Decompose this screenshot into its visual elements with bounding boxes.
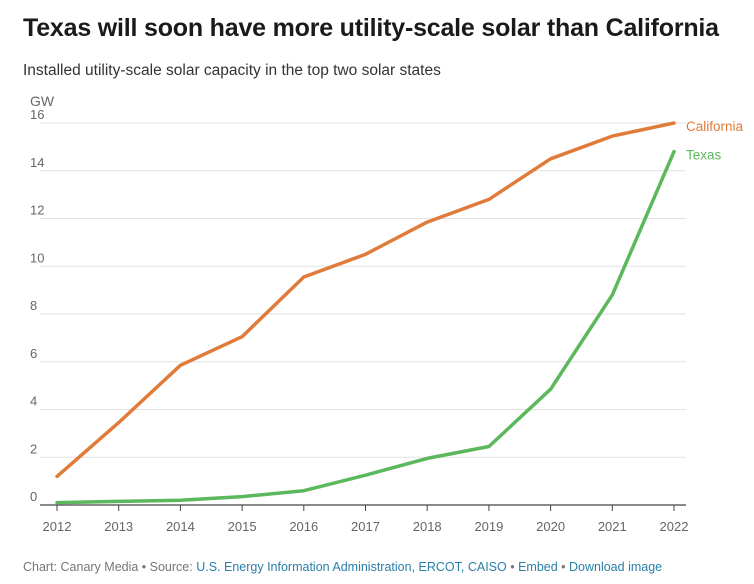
series-line-california bbox=[55, 121, 676, 479]
x-tick-label: 2019 bbox=[474, 519, 503, 534]
y-tick-label: 8 bbox=[30, 298, 37, 313]
source-link[interactable]: U.S. Energy Information Administration, … bbox=[196, 560, 507, 574]
y-tick-label: 16 bbox=[30, 107, 44, 122]
series-line-texas bbox=[55, 149, 676, 505]
series-label-california: California bbox=[686, 119, 744, 134]
x-tick-label: 2018 bbox=[413, 519, 442, 534]
series-label-texas: Texas bbox=[686, 148, 722, 163]
x-tick-label: 2013 bbox=[104, 519, 133, 534]
x-axis-ticks: 2012 2013 2014 2015 2016 2017 2018 2019 2020 2021… bbox=[43, 505, 689, 534]
y-tick-label: 14 bbox=[30, 155, 44, 170]
x-tick-label: 2022 bbox=[660, 519, 689, 534]
x-tick-label: 2021 bbox=[598, 519, 627, 534]
y-tick-label: 2 bbox=[30, 441, 37, 456]
embed-link[interactable]: Embed bbox=[518, 560, 558, 574]
footer-separator: • bbox=[557, 560, 569, 574]
chart-subtitle: Installed utility-scale solar capacity i… bbox=[23, 62, 441, 79]
y-tick-label: 0 bbox=[30, 489, 37, 504]
chart-footer: Chart: Canary Media • Source: U.S. Energ… bbox=[23, 560, 662, 574]
y-tick-label: 10 bbox=[30, 250, 44, 265]
footer-credit: Chart: Canary Media • Source: bbox=[23, 560, 197, 574]
footer-separator: • bbox=[506, 560, 519, 574]
y-tick-label: 4 bbox=[30, 394, 37, 409]
x-tick-label: 2015 bbox=[228, 519, 257, 534]
y-tick-label: 12 bbox=[30, 203, 44, 218]
x-tick-label: 2017 bbox=[351, 519, 380, 534]
x-tick-label: 2020 bbox=[536, 519, 565, 534]
x-tick-label: 2014 bbox=[166, 519, 195, 534]
grid-lines bbox=[40, 122, 686, 506]
x-tick-label: 2012 bbox=[43, 519, 72, 534]
download-image-link[interactable]: Download image bbox=[569, 560, 663, 574]
y-tick-label: 6 bbox=[30, 346, 37, 361]
chart-title: Texas will soon have more utility-scale … bbox=[23, 14, 719, 42]
series-labels: California Texas bbox=[686, 119, 744, 163]
x-tick-label: 2016 bbox=[289, 519, 318, 534]
y-axis-label: GW bbox=[30, 93, 55, 109]
series-lines bbox=[55, 121, 676, 505]
y-axis-ticks: 0 2 4 6 8 10 12 14 16 bbox=[30, 107, 44, 504]
